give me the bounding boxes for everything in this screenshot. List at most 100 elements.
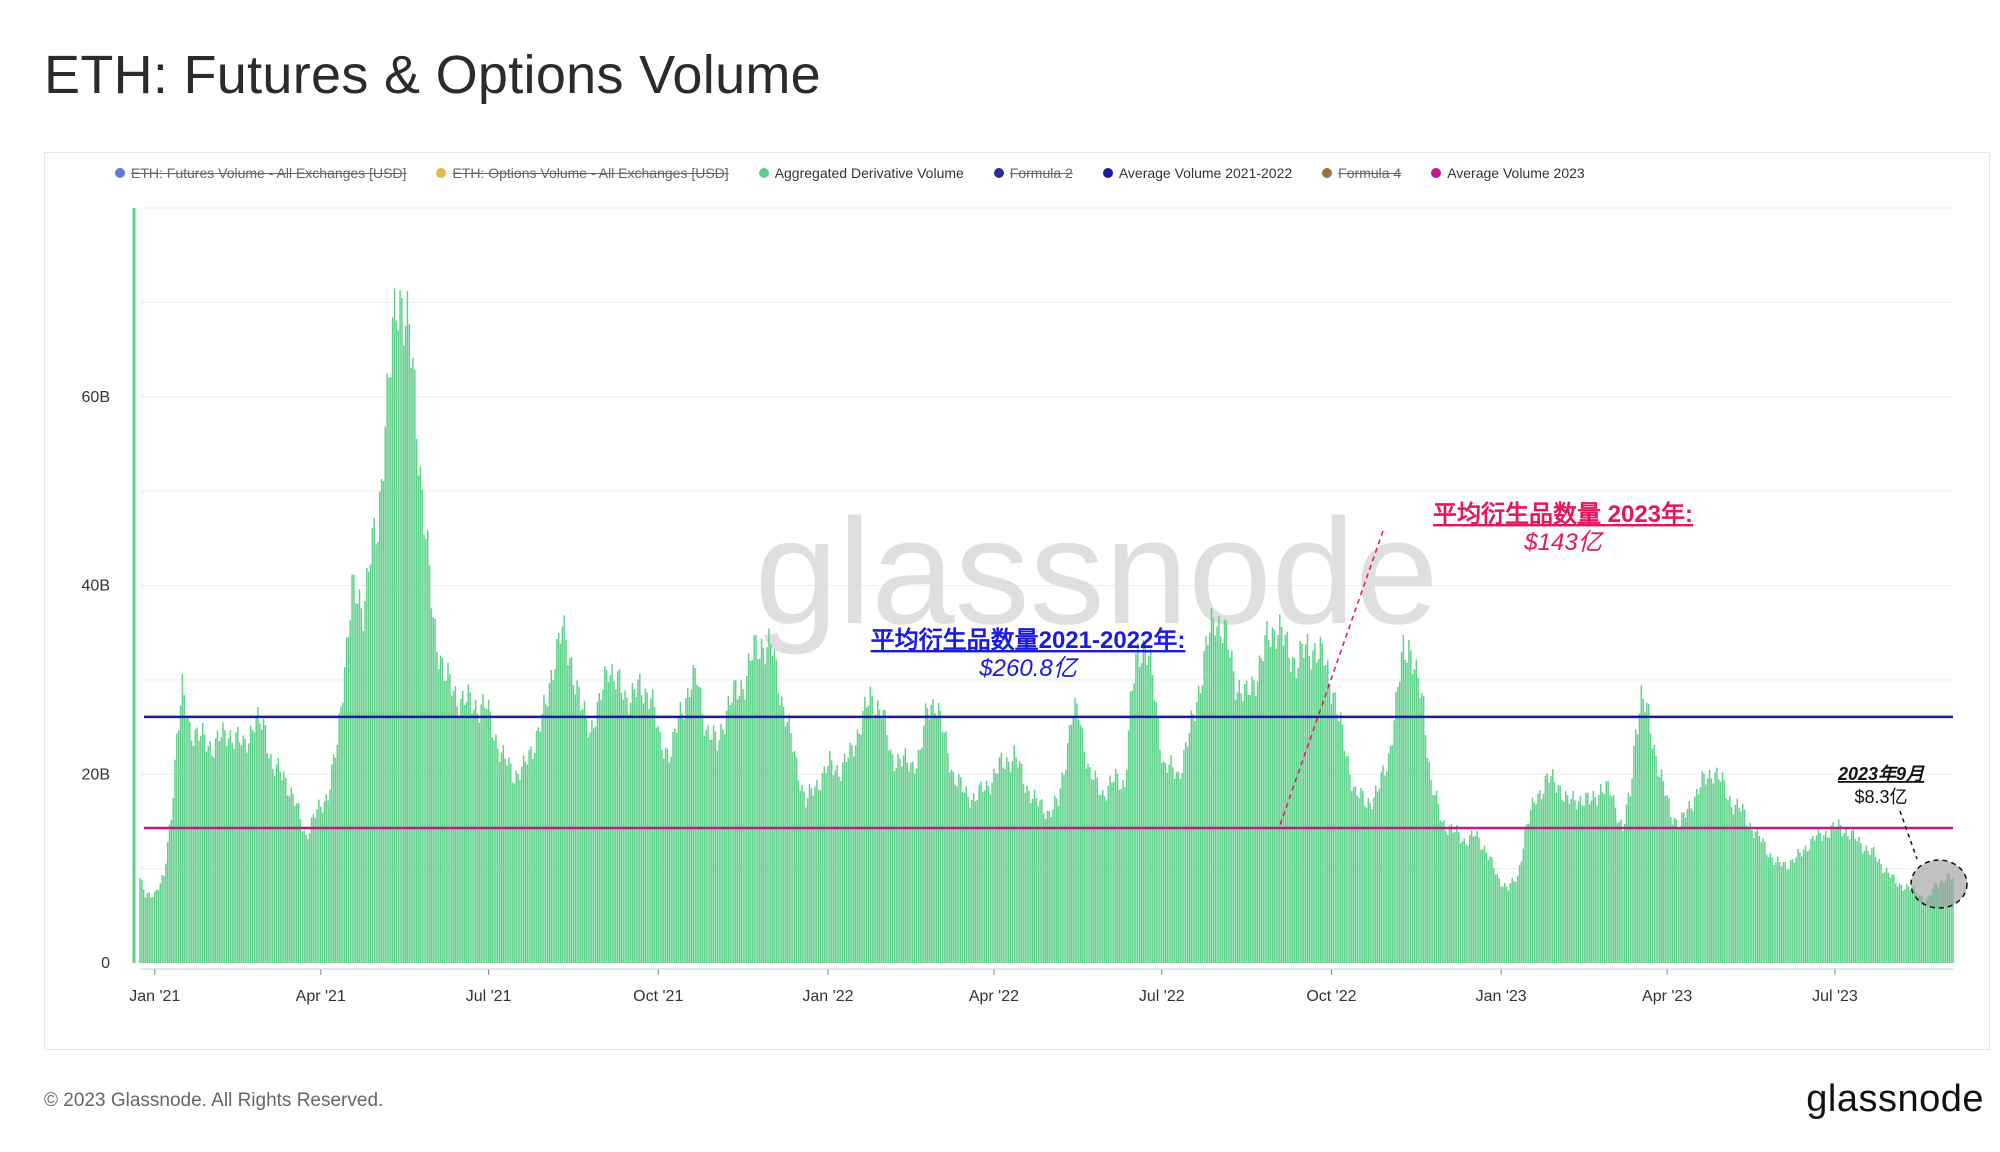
x-tick-label: Apr '23: [1642, 988, 1692, 1005]
volume-bar: [808, 783, 811, 963]
volume-bar: [1463, 838, 1465, 963]
volume-bar: [1065, 769, 1067, 963]
volume-bar: [1747, 827, 1750, 963]
volume-bar: [1950, 879, 1952, 963]
volume-bar: [1413, 669, 1416, 963]
volume-bar: [1577, 800, 1580, 963]
volume-bar: [1351, 791, 1353, 963]
volume-bar: [1531, 797, 1534, 963]
volume-bar: [600, 700, 602, 963]
volume-bar: [711, 739, 713, 963]
volume-bar: [1269, 647, 1272, 963]
volume-bar: [399, 290, 401, 963]
volume-bar: [1485, 852, 1488, 963]
volume-bar: [1625, 804, 1628, 963]
volume-bar: [655, 727, 658, 963]
volume-bar: [1076, 703, 1078, 963]
legend-item[interactable]: Average Volume 2021-2022: [1102, 165, 1292, 181]
volume-bar: [1813, 840, 1816, 963]
legend-label: Aggregated Derivative Volume: [774, 165, 964, 181]
volume-bar: [1535, 804, 1537, 963]
volume-bar: [1850, 830, 1853, 963]
volume-bar: [1223, 619, 1226, 963]
volume-bar: [611, 664, 613, 963]
volume-bar: [379, 491, 381, 963]
volume-bar: [310, 817, 313, 963]
volume-bar: [1745, 825, 1748, 963]
volume-bar: [493, 740, 495, 963]
volume-bar: [1517, 875, 1519, 963]
volume-bar: [284, 777, 287, 963]
legend-item[interactable]: ETH: Options Volume - All Exchanges [USD…: [436, 165, 729, 181]
glassnode-logo[interactable]: glassnode: [1806, 1078, 1984, 1120]
volume-bar: [690, 689, 693, 963]
volume-bar: [1301, 643, 1303, 963]
volume-bar: [203, 734, 206, 963]
volume-bar: [779, 705, 781, 963]
volume-bar: [467, 684, 470, 963]
volume-bar: [958, 774, 960, 963]
volume-bar: [1679, 827, 1681, 963]
volume-bar: [1631, 778, 1633, 963]
volume-bar: [1006, 757, 1008, 963]
legend-item[interactable]: Aggregated Derivative Volume: [758, 165, 964, 181]
volume-bar: [1860, 843, 1862, 963]
volume-bar: [148, 892, 150, 963]
volume-bar: [272, 768, 274, 963]
volume-bar: [569, 658, 571, 963]
volume-bar: [1205, 636, 1207, 963]
volume-bar: [995, 773, 997, 963]
volume-bar: [1457, 831, 1460, 963]
volume-bar: [688, 697, 691, 963]
volume-bar: [1511, 877, 1513, 963]
legend-item[interactable]: Formula 4: [1322, 165, 1401, 181]
volume-bar: [1605, 781, 1607, 963]
volume-bar: [1284, 634, 1287, 963]
volume-bar: [1629, 796, 1631, 963]
volume-bar: [1518, 865, 1521, 963]
volume-bar: [1214, 635, 1216, 963]
legend-item[interactable]: Average Volume 2023: [1431, 165, 1585, 181]
volume-bar: [1588, 804, 1591, 963]
volume-bar: [685, 698, 687, 963]
volume-bar: [1149, 648, 1152, 963]
volume-bar: [865, 707, 868, 963]
volume-bar: [1290, 671, 1292, 963]
volume-bar: [213, 757, 215, 963]
legend-item[interactable]: Formula 2: [993, 165, 1073, 181]
volume-bar: [1183, 750, 1185, 963]
volume-bar: [1262, 661, 1264, 963]
volume-bar: [1587, 792, 1589, 963]
volume-bar: [692, 665, 695, 963]
volume-bar: [882, 709, 885, 963]
volume-bar: [329, 789, 331, 963]
volume-bar: [404, 325, 407, 963]
volume-bar: [1767, 857, 1770, 963]
volume-bar: [154, 891, 156, 963]
volume-bar: [1943, 882, 1945, 963]
volume-bar: [738, 696, 741, 963]
volume-bar: [1402, 634, 1405, 963]
volume-bar: [1408, 639, 1410, 963]
volume-bar: [674, 728, 676, 963]
volume-bar: [1808, 850, 1810, 963]
volume-bar: [273, 775, 276, 963]
volume-bar: [526, 764, 529, 963]
volume-bar: [218, 741, 221, 963]
volume-bar: [1686, 809, 1689, 963]
volume-bar: [255, 715, 257, 963]
volume-bar: [397, 330, 399, 963]
volume-bar: [1614, 807, 1617, 963]
volume-bar: [1788, 868, 1790, 963]
volume-bar: [1362, 790, 1364, 963]
volume-bar: [260, 729, 263, 963]
volume-bar: [172, 797, 174, 963]
legend-item[interactable]: ETH: Futures Volume - All Exchanges [USD…: [115, 165, 406, 181]
volume-bar: [705, 729, 707, 963]
volume-bar: [1908, 886, 1910, 963]
y-tick-label: 0: [101, 955, 110, 972]
volume-bar: [554, 669, 556, 963]
volume-bar: [1354, 786, 1357, 963]
volume-bar: [1489, 856, 1491, 963]
volume-bar: [972, 793, 975, 963]
